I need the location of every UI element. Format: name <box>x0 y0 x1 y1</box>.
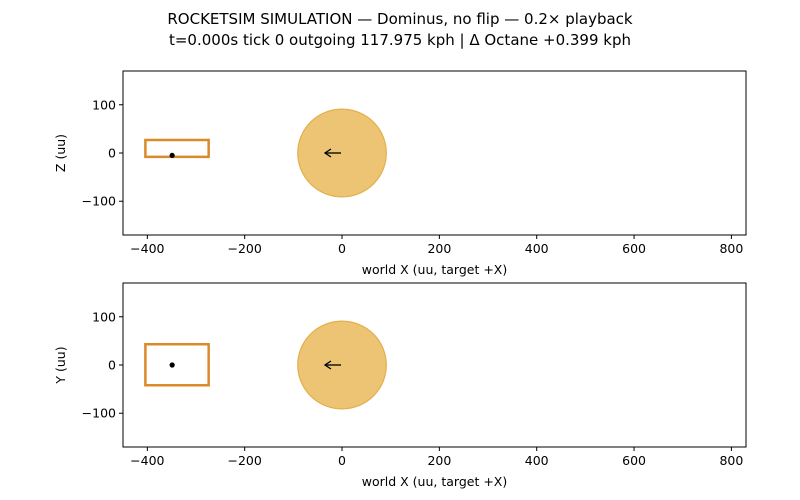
top-view-car-box <box>144 343 210 387</box>
top-view-x-tick-label: 800 <box>719 453 743 468</box>
top-view-x-tick-label: 400 <box>525 453 549 468</box>
side-view-x-tick-label: 200 <box>427 241 451 256</box>
top-view-ball <box>297 320 387 410</box>
figure-title-line-2: t=0.000s tick 0 outgoing 117.975 kph | Δ… <box>169 31 631 49</box>
side-view-x-tick-label: −200 <box>228 241 262 256</box>
top-view-y-tick-label: 100 <box>92 309 116 324</box>
side-view-y-tick-label: 0 <box>108 146 116 161</box>
side-view-y-tick-label: −100 <box>82 194 116 209</box>
side-view-x-tick-label: 400 <box>525 241 549 256</box>
side-view-velocity-arrow-head <box>323 148 332 158</box>
top-view-x-tick-label: −400 <box>130 453 164 468</box>
top-view-x-axis-label: world X (uu, target +X) <box>362 474 508 489</box>
figure-title-line-1: ROCKETSIM SIMULATION — Dominus, no flip … <box>167 10 633 28</box>
top-view-velocity-arrow-head <box>323 360 332 370</box>
side-view-ball <box>297 108 387 198</box>
side-view-x-tick-label: 800 <box>719 241 743 256</box>
top-view-x-tick-label: 200 <box>427 453 451 468</box>
side-view-x-tick-label: 0 <box>338 241 346 256</box>
side-view-x-axis-label: world X (uu, target +X) <box>362 262 508 277</box>
top-view-x-tick-label: 0 <box>338 453 346 468</box>
side-view-y-axis-label: Z (uu) <box>53 134 68 172</box>
top-view-car-center-marker <box>169 362 175 368</box>
side-view-axes-frame <box>122 70 747 236</box>
top-view-y-tick-label: −100 <box>82 406 116 421</box>
top-view-axes-frame <box>122 282 747 448</box>
side-view-y-tick-label: 100 <box>92 97 116 112</box>
top-view-y-axis-label: Y (uu) <box>53 346 68 384</box>
side-view-car-box <box>144 138 210 159</box>
top-view-x-tick-label: 600 <box>622 453 646 468</box>
side-view-x-tick-label: −400 <box>130 241 164 256</box>
side-view-car-center-marker <box>169 152 175 159</box>
top-view-x-tick-label: −200 <box>228 453 262 468</box>
side-view-x-tick-label: 600 <box>622 241 646 256</box>
top-view-y-tick-label: 0 <box>108 358 116 373</box>
